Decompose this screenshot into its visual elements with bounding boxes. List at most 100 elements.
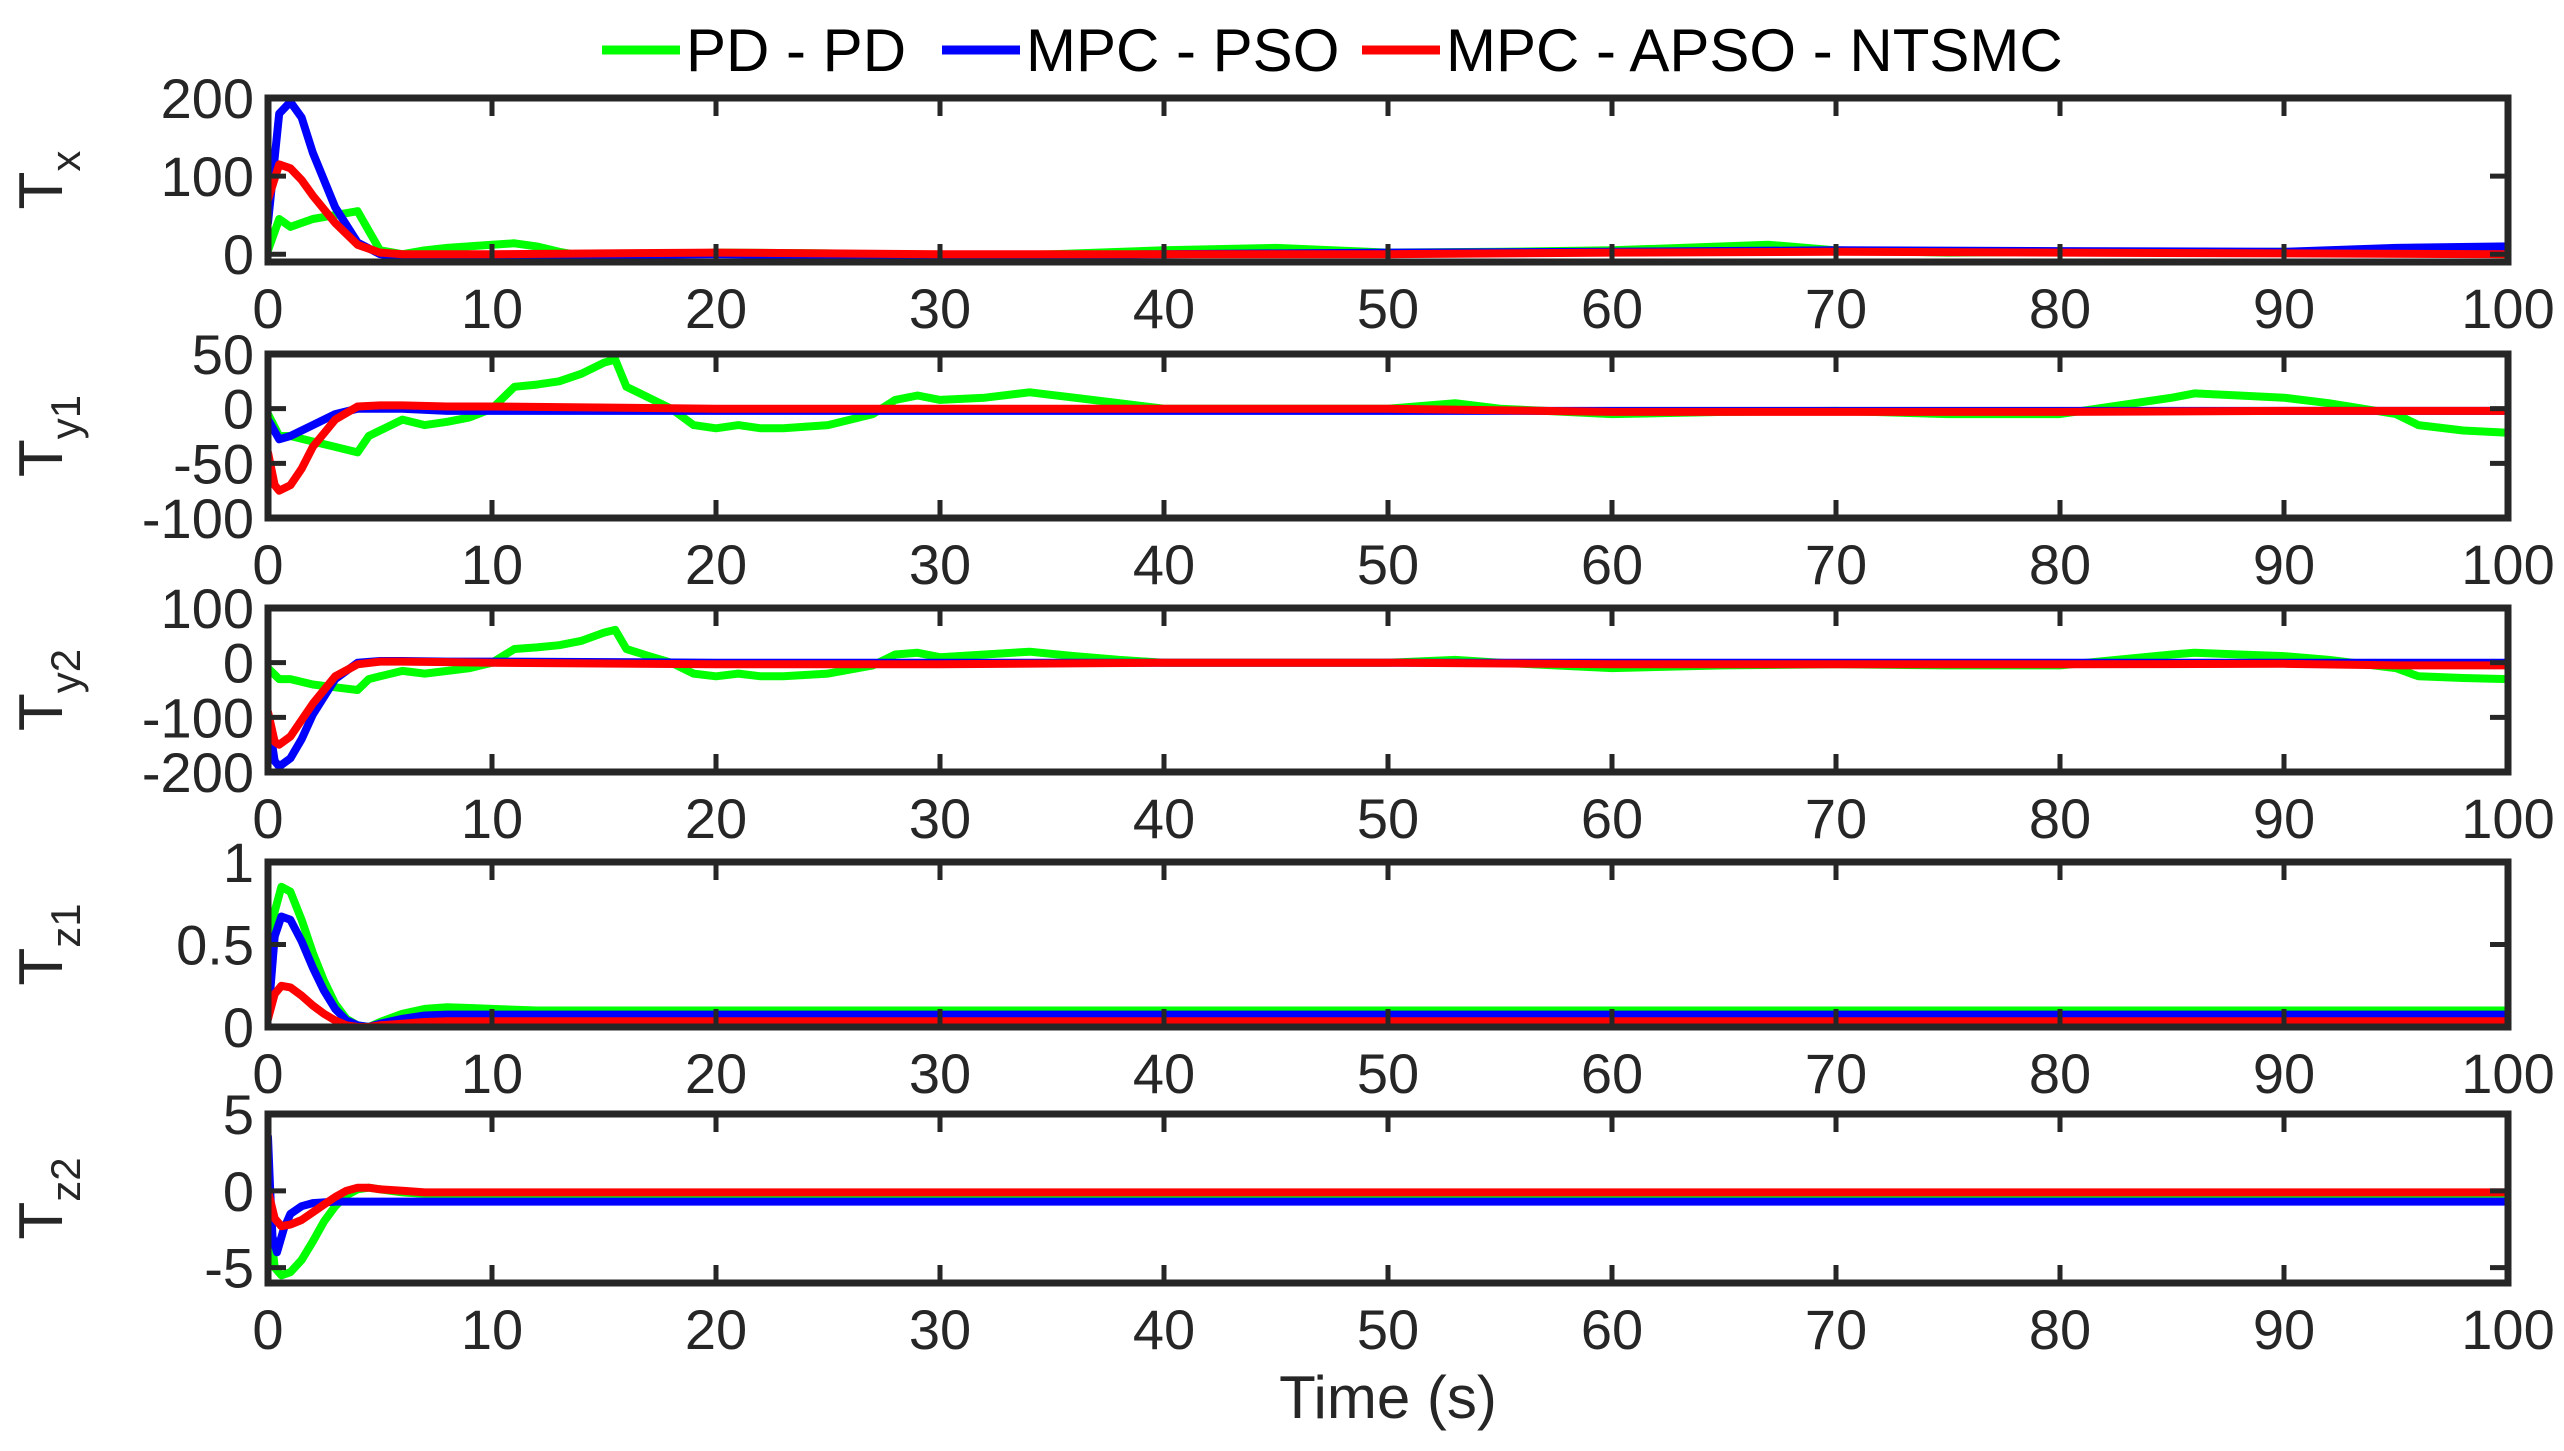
series-line-mpc-pso xyxy=(268,912,2508,1027)
x-tick-label: 40 xyxy=(1133,1042,1195,1105)
legend-label: MPC - APSO - NTSMC xyxy=(1446,17,2063,84)
series-group xyxy=(268,1133,2508,1280)
x-tick-label: 90 xyxy=(2253,1298,2315,1361)
subplot-4: 0 10 20 30 40 50 60 70 80 90 100 0 0.5 1 Tz1 xyxy=(7,831,2555,1105)
x-tick-label: 40 xyxy=(1133,277,1195,340)
y-axis-label: Ty1 xyxy=(7,395,89,477)
y-tick-label: -200 xyxy=(142,741,254,804)
x-tick-label: 80 xyxy=(2029,1042,2091,1105)
y-tick-label: 1 xyxy=(223,831,254,894)
x-tick-label: 30 xyxy=(909,533,971,596)
y-tick-label: 0.5 xyxy=(176,914,254,977)
x-tick-label: 100 xyxy=(2461,277,2554,340)
x-tick-label: 70 xyxy=(1805,1042,1867,1105)
x-tick-label: 100 xyxy=(2461,1298,2554,1361)
x-tick-label: 80 xyxy=(2029,787,2091,850)
x-tick-label: 30 xyxy=(909,277,971,340)
y-axis-label-main: T xyxy=(7,948,76,986)
x-tick-label: 100 xyxy=(2461,787,2554,850)
series-line-mpc-apso-ntsmc xyxy=(268,160,2508,259)
x-tick-label: 30 xyxy=(909,1298,971,1361)
x-tick-label: 50 xyxy=(1357,1042,1419,1105)
y-tick-label: 0 xyxy=(223,378,254,441)
y-tick-label: -100 xyxy=(142,487,254,550)
subplot-1: 0 10 20 30 40 50 60 70 80 90 100 0 100 200 Tx xyxy=(7,67,2555,340)
y-axis-label: Tz1 xyxy=(7,903,89,985)
y-axis-label-main: T xyxy=(7,1202,76,1240)
x-tick-label: 10 xyxy=(461,1042,523,1105)
series-line-mpc-apso-ntsmc xyxy=(268,981,2508,1027)
y-tick-label: 0 xyxy=(223,996,254,1059)
y-axis-label: Ty2 xyxy=(7,649,89,731)
series-line-mpc-apso-ntsmc xyxy=(268,401,2508,495)
x-tick-label: 10 xyxy=(461,533,523,596)
x-tick-label: 50 xyxy=(1357,277,1419,340)
x-axis-label: Time (s) xyxy=(1279,1364,1497,1431)
x-tick-label: 80 xyxy=(2029,277,2091,340)
x-tick-label: 80 xyxy=(2029,533,2091,596)
y-axis-label-sub: z2 xyxy=(42,1157,89,1201)
series-group xyxy=(268,882,2508,1027)
y-axis-label-sub: y2 xyxy=(42,649,89,693)
x-tick-label: 40 xyxy=(1133,533,1195,596)
x-tick-label: 70 xyxy=(1805,277,1867,340)
x-tick-label: 10 xyxy=(461,1298,523,1361)
y-tick-label: -50 xyxy=(173,432,254,495)
y-axis-label-sub: x xyxy=(42,151,89,172)
x-tick-label: 50 xyxy=(1357,533,1419,596)
x-tick-label: 100 xyxy=(2461,1042,2554,1105)
x-tick-label: 90 xyxy=(2253,533,2315,596)
axes-box xyxy=(264,858,2512,1031)
axes-box xyxy=(264,94,2512,266)
legend-label: MPC - PSO xyxy=(1026,17,1339,84)
x-tick-label: 30 xyxy=(909,787,971,850)
x-tick-label: 30 xyxy=(909,1042,971,1105)
x-tick-label: 20 xyxy=(685,787,747,850)
x-tick-label: 40 xyxy=(1133,787,1195,850)
series-group xyxy=(268,355,2508,495)
y-tick-label: 50 xyxy=(192,323,254,386)
x-tick-label: 90 xyxy=(2253,787,2315,850)
x-tick-label: 80 xyxy=(2029,1298,2091,1361)
axes-box xyxy=(264,604,2512,776)
y-axis-label-main: T xyxy=(7,693,76,731)
y-axis-label-main: T xyxy=(7,439,76,477)
legend-label: PD - PD xyxy=(686,17,906,84)
x-tick-label: 0 xyxy=(252,787,283,850)
x-tick-label: 0 xyxy=(252,277,283,340)
x-tick-label: 70 xyxy=(1805,1298,1867,1361)
x-tick-label: 60 xyxy=(1581,787,1643,850)
x-tick-label: 10 xyxy=(461,787,523,850)
y-axis-label-sub: y1 xyxy=(42,395,89,439)
x-tick-label: 0 xyxy=(252,1298,283,1361)
x-tick-label: 90 xyxy=(2253,1042,2315,1105)
y-axis-label: Tx xyxy=(7,151,89,210)
x-tick-label: 60 xyxy=(1581,1042,1643,1105)
axes-box xyxy=(264,350,2512,522)
y-tick-label: 200 xyxy=(161,67,254,130)
series-line-mpc-apso-ntsmc xyxy=(268,1183,2508,1231)
y-tick-label: -5 xyxy=(204,1237,254,1300)
y-axis-label-main: T xyxy=(7,172,76,210)
y-axis-label-sub: z1 xyxy=(42,903,89,947)
y-tick-label: 100 xyxy=(161,577,254,640)
y-tick-label: 5 xyxy=(223,1083,254,1146)
x-tick-label: 70 xyxy=(1805,533,1867,596)
x-tick-label: 20 xyxy=(685,1042,747,1105)
series-group xyxy=(268,625,2508,771)
x-tick-label: 90 xyxy=(2253,277,2315,340)
x-tick-label: 40 xyxy=(1133,1298,1195,1361)
x-tick-label: 100 xyxy=(2461,533,2554,596)
x-tick-label: 60 xyxy=(1581,533,1643,596)
y-tick-label: 100 xyxy=(161,145,254,208)
y-tick-label: 0 xyxy=(223,632,254,695)
x-tick-label: 50 xyxy=(1357,1298,1419,1361)
x-tick-label: 60 xyxy=(1581,1298,1643,1361)
y-tick-label: 0 xyxy=(223,1160,254,1223)
x-tick-label: 20 xyxy=(685,533,747,596)
x-tick-label: 50 xyxy=(1357,787,1419,850)
x-tick-label: 20 xyxy=(685,1298,747,1361)
legend: PD - PD MPC - PSO MPC - APSO - NTSMC xyxy=(602,17,2063,84)
